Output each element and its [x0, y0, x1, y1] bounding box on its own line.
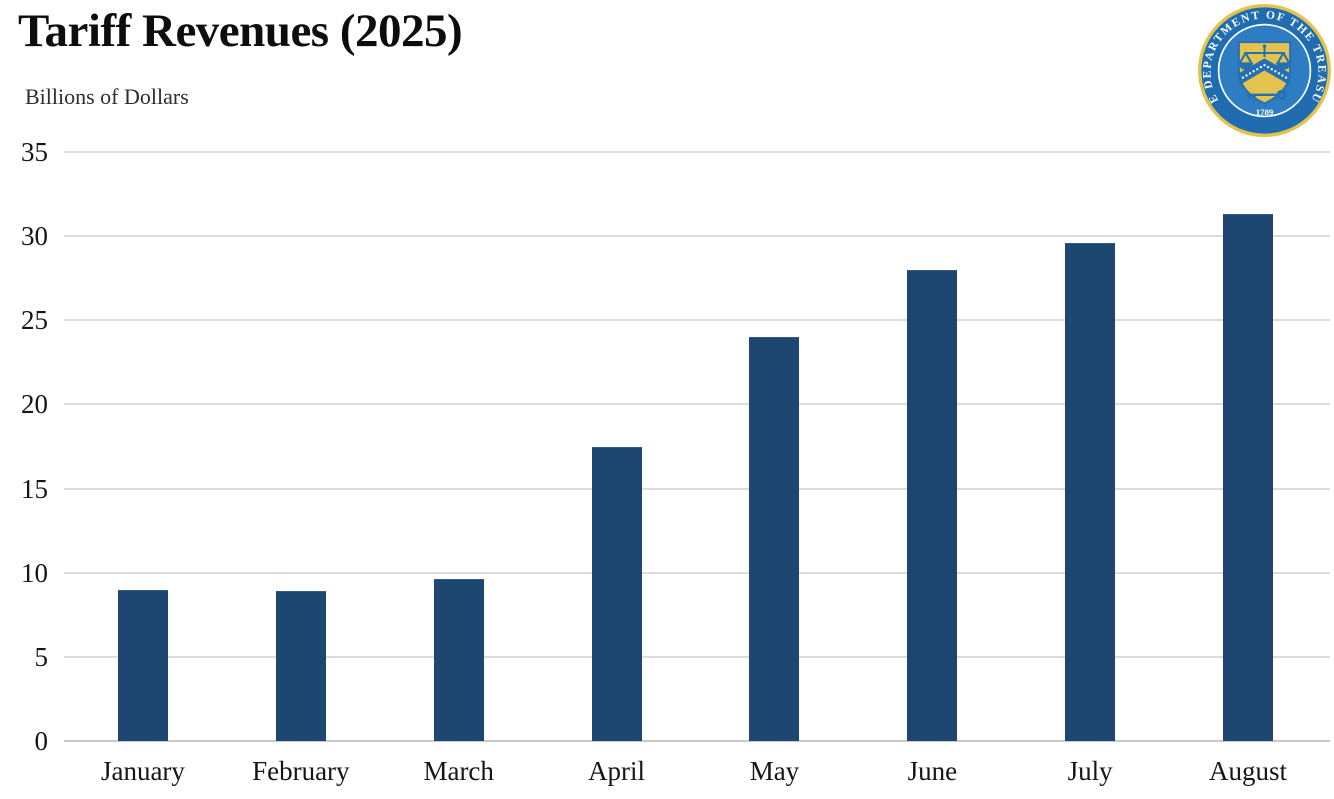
gridline-5: [64, 655, 1330, 658]
gridline-30: [64, 235, 1330, 238]
bar-column-august: [1169, 152, 1327, 741]
y-tick-10: 10: [21, 557, 48, 588]
bar-july: [1065, 242, 1116, 741]
x-label-june: June: [907, 756, 958, 786]
y-axis-units-label: Billions of Dollars: [25, 84, 189, 109]
bar-column-june: [853, 152, 1011, 741]
bar-column-may: [696, 152, 854, 741]
x-label-july: July: [1067, 756, 1113, 786]
x-label-february: February: [252, 756, 350, 786]
chevron-stars: [1241, 63, 1288, 79]
y-tick-20: 20: [21, 389, 48, 420]
bar-column-april: [538, 152, 696, 741]
gridline-25: [64, 319, 1330, 322]
x-label-january: January: [100, 756, 185, 786]
gridline-35: [64, 151, 1330, 153]
bar-column-july: [1011, 152, 1169, 741]
y-tick-15: 15: [21, 473, 48, 504]
gridline-10: [64, 571, 1330, 574]
bar-column-january: [64, 152, 222, 741]
x-label-august: August: [1209, 756, 1288, 786]
treasury-seal: THE DEPARTMENT OF THE TREASURY: [1197, 3, 1331, 137]
bar-january: [117, 589, 168, 741]
bar-april: [591, 446, 642, 741]
x-axis-labels: January February March April May June July Augu…: [64, 756, 1327, 787]
y-tick-35: 35: [21, 137, 48, 167]
x-label-april: April: [588, 756, 646, 786]
x-label-march: March: [423, 756, 494, 786]
bar-column-march: [380, 152, 538, 741]
y-tick-0: 0: [34, 726, 49, 756]
y-tick-5: 5: [34, 641, 49, 672]
gridline-15: [64, 487, 1330, 490]
seal-year: 1789: [1256, 107, 1274, 117]
bar-june: [907, 269, 958, 741]
x-label-may: May: [749, 756, 800, 786]
y-tick-30: 30: [21, 221, 48, 252]
scales-icon: [1239, 47, 1290, 63]
bar-column-february: [222, 152, 380, 741]
y-tick-25: 25: [21, 305, 48, 336]
chart-title: Tariff Revenues (2025): [18, 5, 463, 57]
bar-march: [433, 579, 484, 741]
bar-february: [275, 591, 326, 741]
key-icon: [1246, 89, 1287, 100]
gridline-0: [64, 740, 1330, 742]
bars-row: [64, 152, 1327, 741]
bar-august: [1223, 214, 1274, 741]
chevron-band: [1238, 58, 1291, 86]
bar-may: [749, 337, 800, 741]
gridline-20: [64, 403, 1330, 406]
